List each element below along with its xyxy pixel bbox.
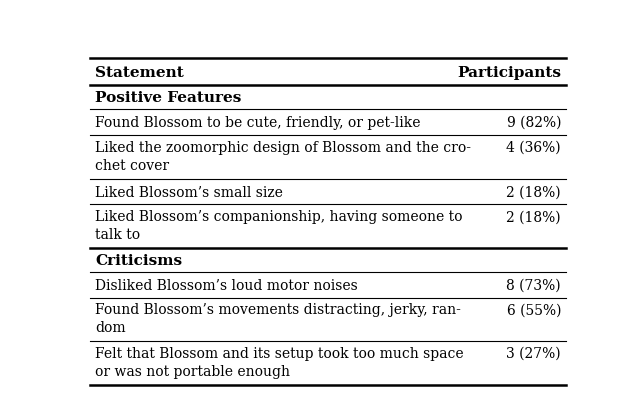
Text: 2 (18%): 2 (18%) xyxy=(506,185,561,199)
Text: talk to: talk to xyxy=(95,227,140,241)
Text: Participants: Participants xyxy=(457,65,561,79)
Text: Liked the zoomorphic design of Blossom and the cro-: Liked the zoomorphic design of Blossom a… xyxy=(95,140,471,155)
Text: 9 (82%): 9 (82%) xyxy=(507,116,561,130)
Text: 4 (36%): 4 (36%) xyxy=(506,140,561,155)
Text: Found Blossom’s movements distracting, jerky, ran-: Found Blossom’s movements distracting, j… xyxy=(95,303,461,317)
Text: Liked Blossom’s small size: Liked Blossom’s small size xyxy=(95,185,283,199)
Text: Liked Blossom’s companionship, having someone to: Liked Blossom’s companionship, having so… xyxy=(95,210,462,224)
Text: Statement: Statement xyxy=(95,65,184,79)
Text: 2 (18%): 2 (18%) xyxy=(506,210,561,224)
Text: Felt that Blossom and its setup took too much space: Felt that Blossom and its setup took too… xyxy=(95,346,463,360)
Text: or was not portable enough: or was not portable enough xyxy=(95,364,290,378)
Text: Found Blossom to be cute, friendly, or pet-like: Found Blossom to be cute, friendly, or p… xyxy=(95,116,420,130)
Text: dom: dom xyxy=(95,320,125,335)
Text: 3 (27%): 3 (27%) xyxy=(506,346,561,360)
Text: Criticisms: Criticisms xyxy=(95,253,182,267)
Text: chet cover: chet cover xyxy=(95,158,169,172)
Text: Positive Features: Positive Features xyxy=(95,91,241,105)
Text: Disliked Blossom’s loud motor noises: Disliked Blossom’s loud motor noises xyxy=(95,278,358,292)
Text: 8 (73%): 8 (73%) xyxy=(506,278,561,292)
Text: 6 (55%): 6 (55%) xyxy=(507,303,561,317)
